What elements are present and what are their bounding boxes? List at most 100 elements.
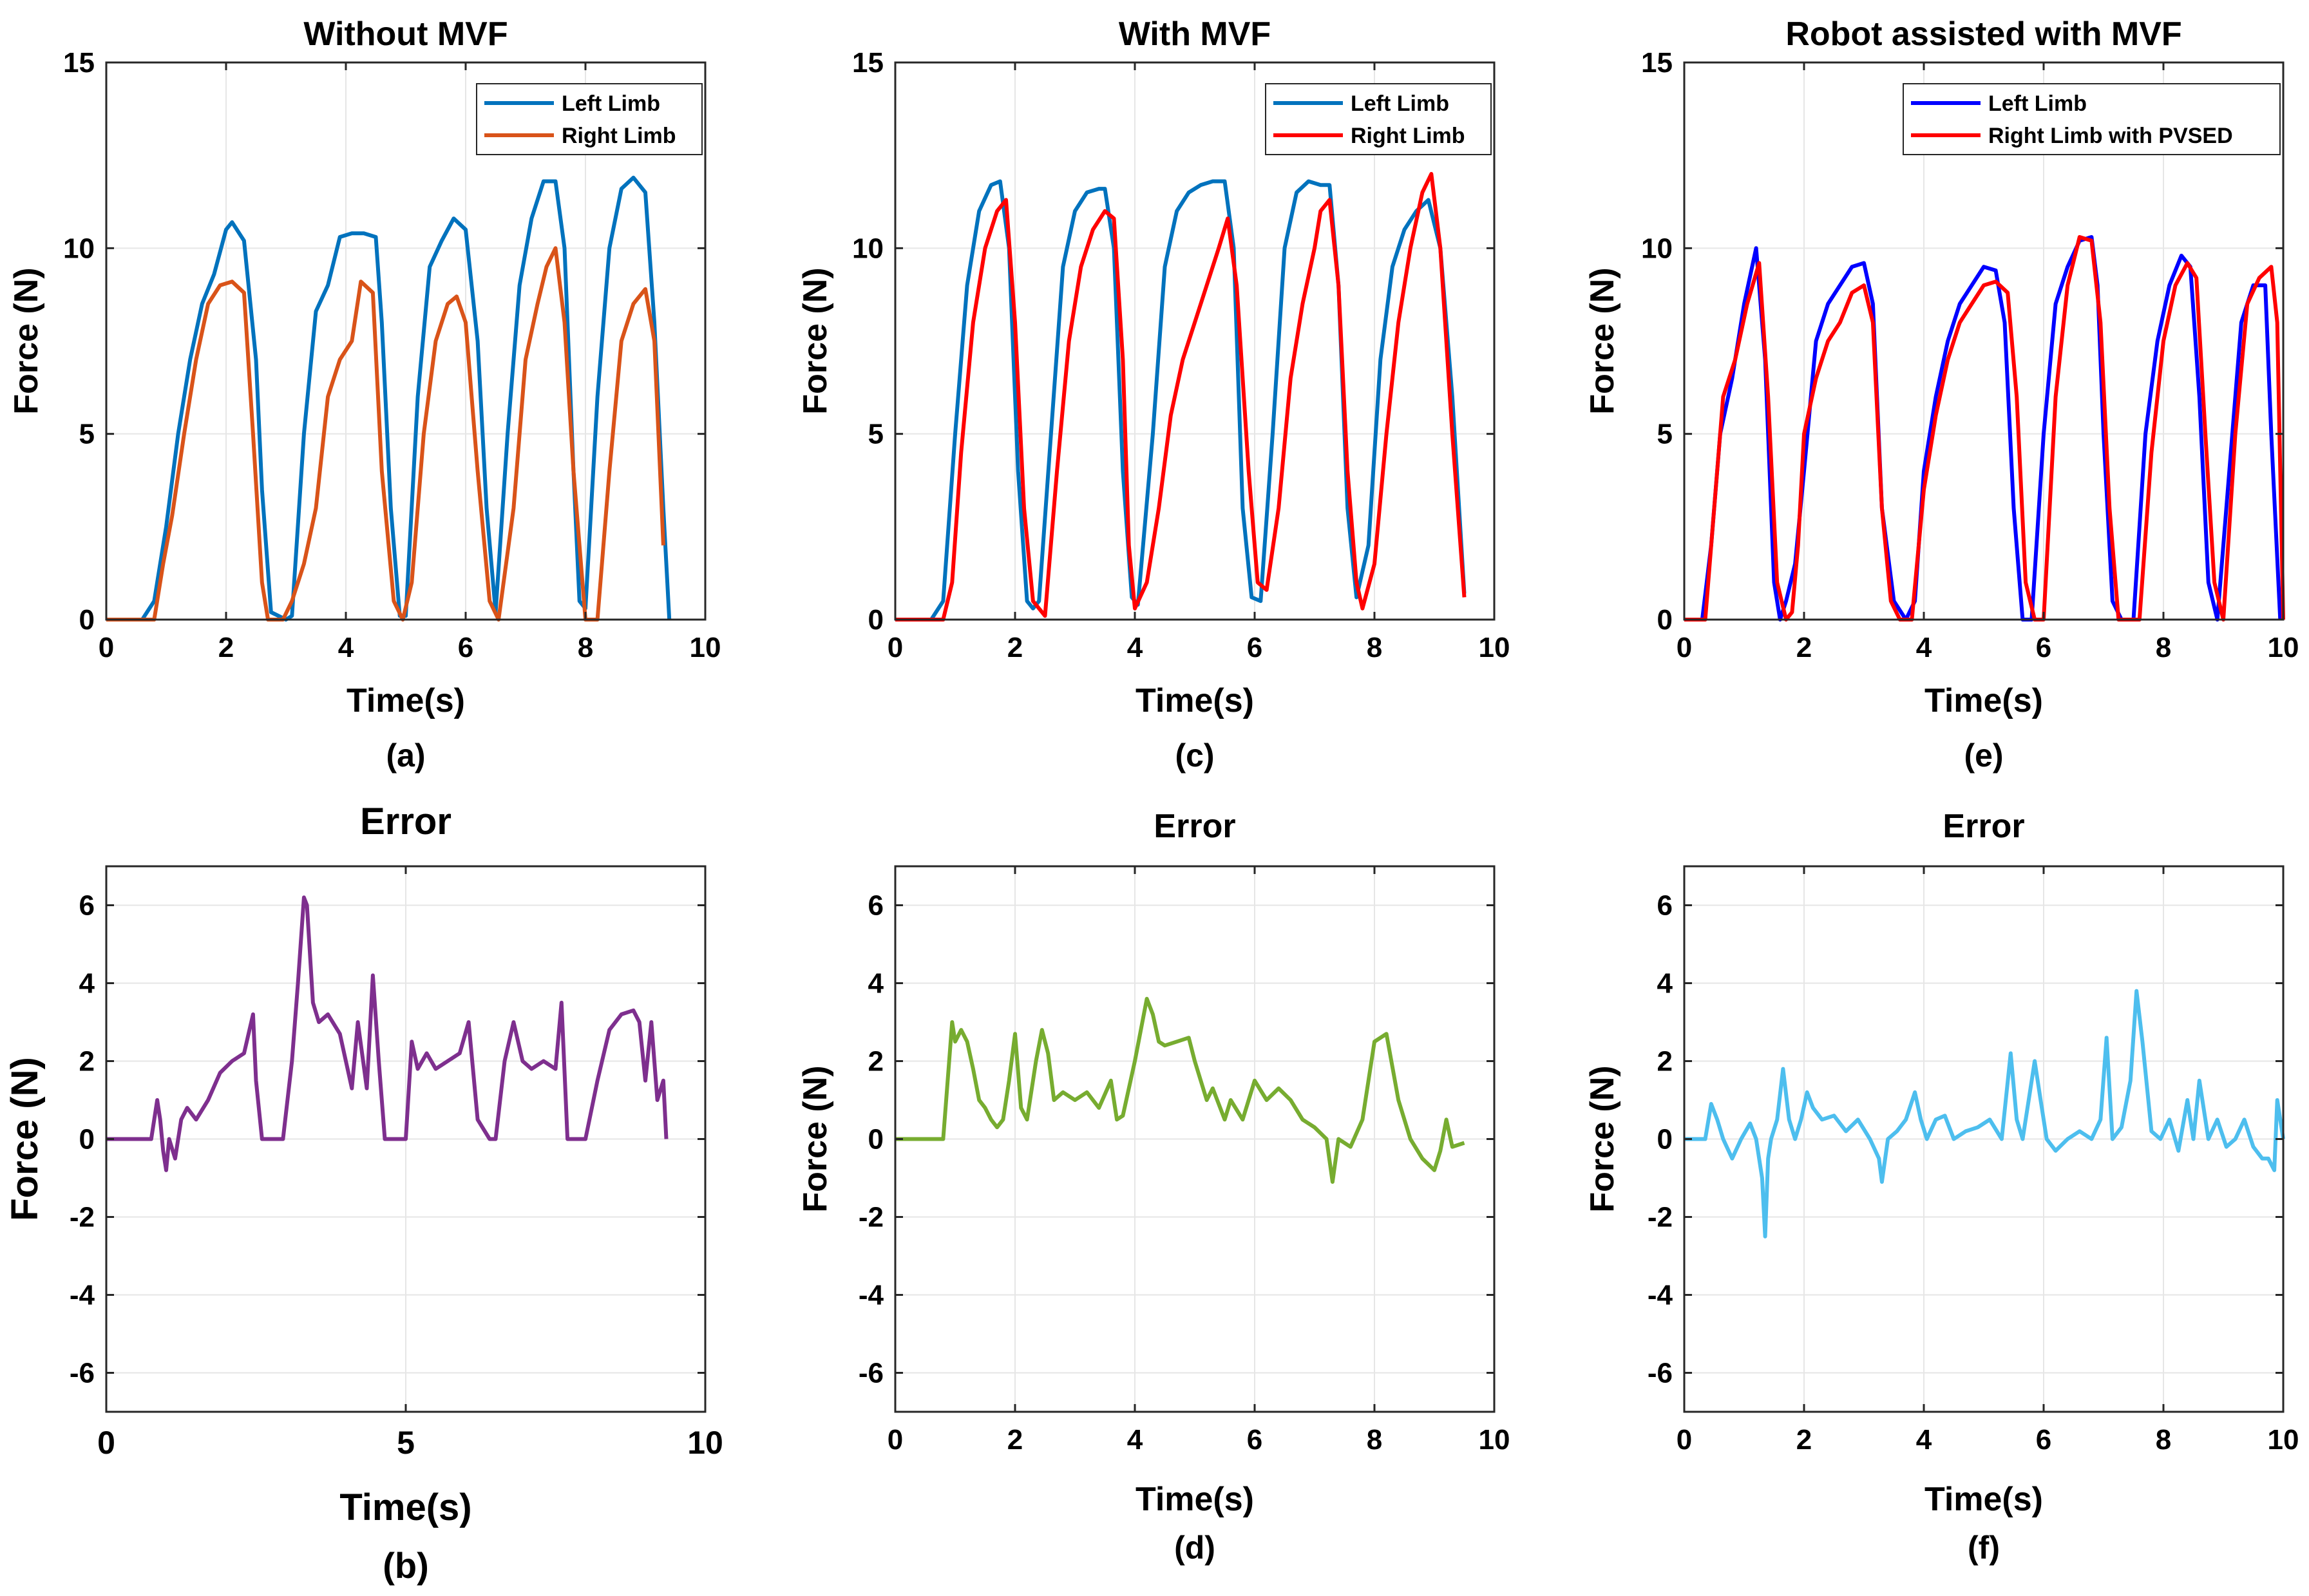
legend-box bbox=[1265, 83, 1492, 155]
legend: Left Limb Right Limb with PVSED bbox=[1903, 83, 2281, 155]
panel-e: 0 2 4 6 8 10 0 5 10 15 Robot assisted with MVF Time… bbox=[1584, 15, 2299, 774]
x-tick-label: 2 bbox=[1796, 1424, 1812, 1456]
chart-title: Without MVF bbox=[303, 15, 508, 53]
x-tick-label: 2 bbox=[1007, 1424, 1023, 1456]
panel-a: 0 2 4 6 8 10 0 5 10 15 Without MVF Time(s) Force (N)… bbox=[8, 15, 721, 774]
y-tick-label: 15 bbox=[1641, 47, 1673, 79]
panel-c: 0 2 4 6 8 10 0 5 10 15 With MVF Time(s) Force (N) (c)… bbox=[797, 15, 1510, 774]
y-tick-label: 2 bbox=[868, 1046, 884, 1078]
y-tick-label: 10 bbox=[63, 233, 95, 264]
legend-label: Left Limb bbox=[562, 91, 660, 116]
legend: Left Limb Right Limb bbox=[1265, 83, 1492, 155]
legend-label: Left Limb bbox=[1351, 91, 1449, 116]
y-tick-label: 0 bbox=[79, 604, 95, 636]
series-line-e-1 bbox=[1684, 235, 2285, 622]
y-axis-label: Force (N) bbox=[797, 1065, 834, 1212]
y-tick-label: 0 bbox=[868, 604, 884, 636]
y-tick-label: 5 bbox=[79, 419, 95, 450]
y-tick-label: 0 bbox=[868, 1124, 884, 1155]
x-tick-label: 4 bbox=[1916, 1424, 1932, 1456]
x-tick-label: 6 bbox=[2036, 1424, 2051, 1456]
y-tick-label: 0 bbox=[1657, 604, 1673, 636]
panel-caption: (f) bbox=[1968, 1530, 2000, 1566]
y-tick-label: 4 bbox=[1657, 968, 1673, 1000]
x-tick-label: 2 bbox=[1007, 632, 1023, 663]
x-axis-label: Time(s) bbox=[1135, 1481, 1254, 1518]
y-tick-label: -4 bbox=[859, 1280, 884, 1311]
x-tick-label: 4 bbox=[1916, 632, 1932, 663]
y-tick-label: 10 bbox=[852, 233, 884, 264]
x-tick-label: 5 bbox=[397, 1425, 415, 1461]
y-tick-label: -6 bbox=[1648, 1358, 1673, 1389]
legend-label: Right Limb with PVSED bbox=[1988, 124, 2233, 148]
x-axis-label: Time(s) bbox=[1924, 682, 2043, 719]
y-axis-label: Force (N) bbox=[1584, 267, 1621, 414]
x-tick-label: 8 bbox=[578, 632, 593, 663]
x-tick-label: 4 bbox=[1127, 632, 1143, 663]
y-tick-label: 0 bbox=[1657, 1124, 1673, 1155]
chart-title: Error bbox=[360, 801, 451, 842]
series-line-e-0 bbox=[1684, 235, 2283, 622]
x-tick-label: 0 bbox=[888, 632, 903, 663]
x-tick-label: 6 bbox=[1247, 1424, 1262, 1456]
x-tick-label: 8 bbox=[1367, 632, 1382, 663]
y-tick-label: 5 bbox=[1657, 419, 1673, 450]
y-tick-label: -2 bbox=[1648, 1202, 1673, 1233]
x-tick-label: 8 bbox=[2156, 1424, 2171, 1456]
y-tick-label: 2 bbox=[1657, 1046, 1673, 1078]
x-tick-label: 10 bbox=[687, 1425, 723, 1461]
panel-d: 0 2 4 6 8 10 -6 -4 -2 0 2 4 6 Error Time(s) Force (N) (d… bbox=[797, 808, 1510, 1566]
y-tick-label: 6 bbox=[79, 890, 95, 922]
panel-caption: (d) bbox=[1174, 1530, 1215, 1566]
chart-title: With MVF bbox=[1119, 15, 1271, 53]
x-tick-label: 10 bbox=[1479, 632, 1510, 663]
legend-box bbox=[1903, 83, 2281, 155]
x-tick-label: 10 bbox=[2268, 1424, 2299, 1456]
y-tick-label: 6 bbox=[1657, 890, 1673, 922]
y-tick-label: -4 bbox=[70, 1280, 95, 1311]
y-tick-label: 4 bbox=[79, 968, 95, 1000]
y-axis-label: Force (N) bbox=[4, 1057, 46, 1221]
y-tick-label: 6 bbox=[868, 890, 884, 922]
x-tick-label: 2 bbox=[1796, 632, 1812, 663]
panel-caption: (e) bbox=[1964, 737, 2003, 774]
axes-box bbox=[894, 61, 1496, 621]
series-line-f-0 bbox=[1684, 989, 2285, 1239]
x-tick-label: 4 bbox=[1127, 1424, 1143, 1456]
axes-box bbox=[105, 61, 707, 621]
y-tick-label: -4 bbox=[1648, 1280, 1673, 1311]
x-tick-label: 10 bbox=[1479, 1424, 1510, 1456]
x-tick-label: 6 bbox=[458, 632, 473, 663]
panel-caption: (a) bbox=[386, 737, 425, 774]
y-axis-label: Force (N) bbox=[1584, 1065, 1621, 1212]
x-tick-label: 0 bbox=[97, 1425, 115, 1461]
y-tick-label: 0 bbox=[79, 1124, 95, 1155]
x-tick-label: 2 bbox=[218, 632, 234, 663]
y-tick-label: 4 bbox=[868, 968, 884, 1000]
axes-box bbox=[1683, 61, 2285, 621]
chart-title: Error bbox=[1943, 808, 2024, 845]
legend-label: Left Limb bbox=[1988, 91, 2087, 116]
x-tick-label: 0 bbox=[99, 632, 114, 663]
y-axis-label: Force (N) bbox=[797, 267, 834, 414]
x-tick-label: 6 bbox=[2036, 632, 2051, 663]
y-tick-label: 15 bbox=[63, 47, 95, 79]
x-axis-label: Time(s) bbox=[1924, 1481, 2043, 1518]
x-tick-label: 8 bbox=[2156, 632, 2171, 663]
chart-title: Error bbox=[1154, 808, 1235, 845]
y-tick-label: 2 bbox=[79, 1046, 95, 1078]
x-axis-label: Time(s) bbox=[1135, 682, 1254, 719]
y-tick-label: 5 bbox=[868, 419, 884, 450]
series-line-d-0 bbox=[895, 996, 1465, 1184]
x-tick-label: 0 bbox=[1677, 1424, 1692, 1456]
panel-caption: (c) bbox=[1175, 737, 1214, 774]
x-axis-label: Time(s) bbox=[347, 682, 465, 719]
legend-label: Right Limb bbox=[562, 124, 676, 148]
y-tick-label: 15 bbox=[852, 47, 884, 79]
legend-box bbox=[476, 83, 703, 155]
y-tick-label: -2 bbox=[859, 1202, 884, 1233]
y-tick-label: 10 bbox=[1641, 233, 1673, 264]
x-tick-label: 0 bbox=[1677, 632, 1692, 663]
series-line-b-0 bbox=[106, 895, 669, 1172]
